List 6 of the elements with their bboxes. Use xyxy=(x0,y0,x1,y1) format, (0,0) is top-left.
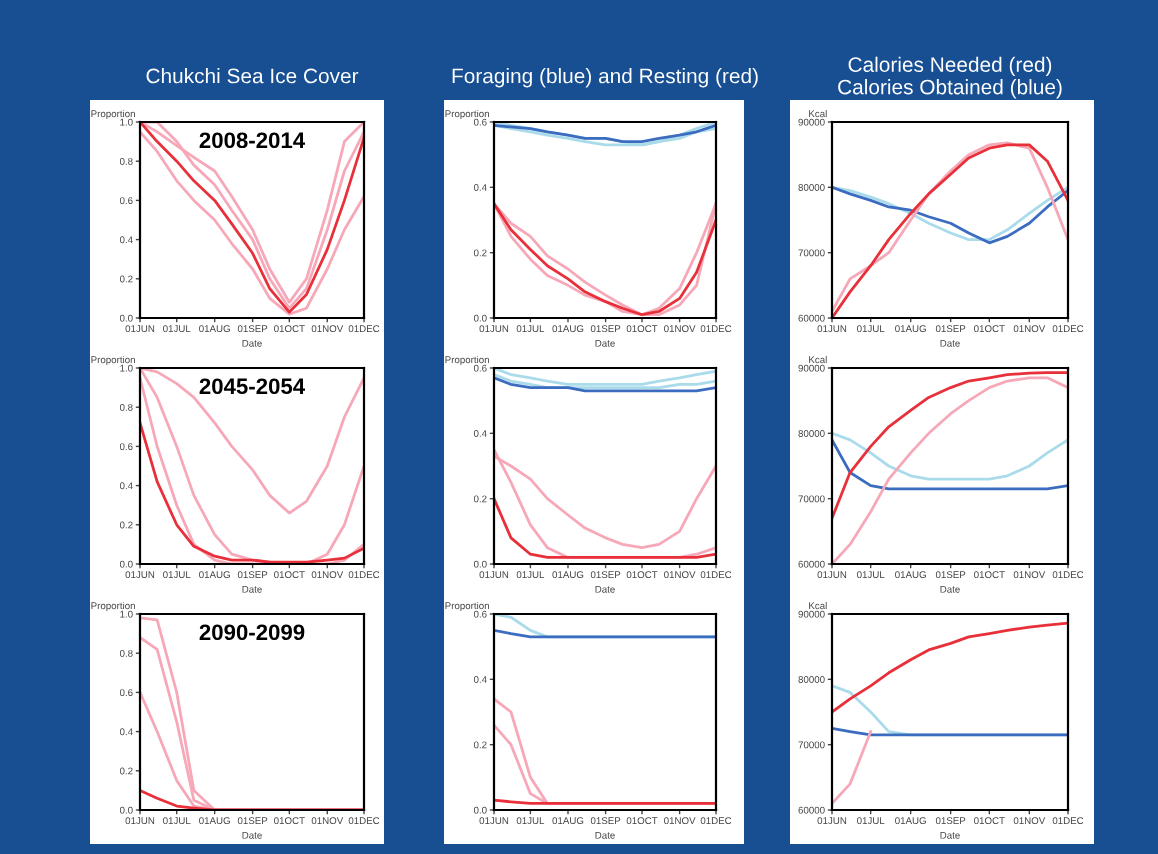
annotation: 2090-2099 xyxy=(199,624,305,641)
annotation: 2008-2014 xyxy=(199,132,306,149)
chart-title: Foraging (blue) and Resting (red) xyxy=(452,68,758,88)
chart-title: Calories Needed (red) Calories Obtained (blue) xyxy=(838,56,1062,99)
annotation: 2045-2054 xyxy=(199,378,306,395)
chart-title: Chukchi Sea Ice Cover xyxy=(146,68,359,84)
